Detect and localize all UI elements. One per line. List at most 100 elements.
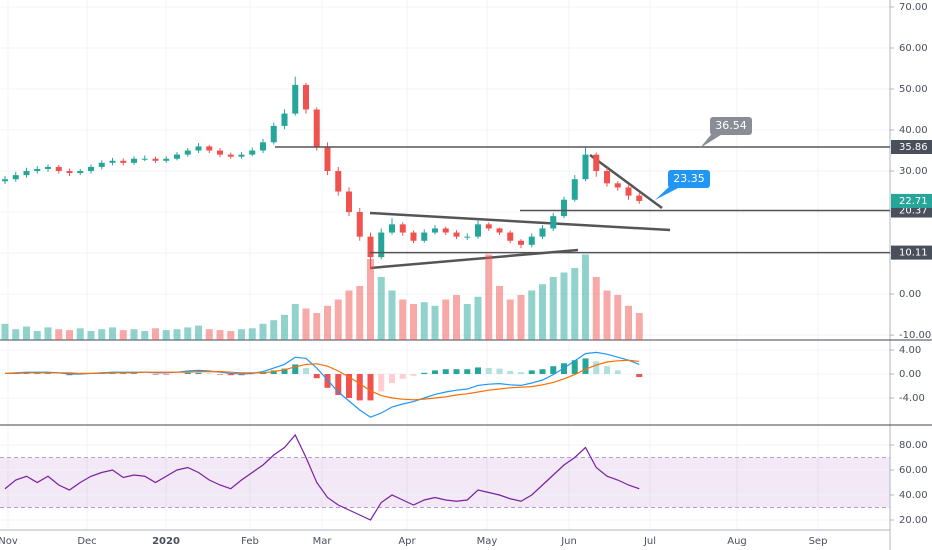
x-tick-label: May — [477, 536, 498, 547]
histogram-bar — [227, 374, 234, 376]
histogram-bar — [410, 374, 417, 376]
histogram-bar — [281, 368, 288, 375]
candle-body — [475, 224, 481, 237]
last-price-label: 22.71 — [899, 196, 928, 207]
histogram-bar — [356, 374, 363, 401]
candle-body — [206, 146, 213, 151]
histogram-bar — [442, 369, 449, 375]
y-tick-label: 40.00 — [899, 125, 928, 136]
y-tick-label: -10.00 — [899, 330, 931, 341]
histogram-bar — [432, 370, 438, 375]
volume-bar — [356, 286, 364, 340]
candle-body — [131, 158, 137, 163]
candle-body — [604, 171, 610, 184]
last-price-box — [891, 193, 932, 208]
histogram-bar — [614, 370, 621, 375]
trend-line — [369, 211, 671, 232]
candle-body — [464, 236, 471, 238]
candle-body — [184, 150, 191, 155]
histogram-bar — [571, 360, 578, 375]
histogram-bar — [152, 374, 159, 375]
y-tick-label: 70.00 — [899, 2, 928, 13]
histogram-bar — [378, 374, 385, 392]
volume-bar — [130, 329, 138, 340]
candle-body — [227, 154, 234, 157]
histogram-bar — [593, 361, 600, 375]
histogram-bar — [217, 374, 223, 375]
histogram-bar — [346, 374, 352, 399]
candle-body — [614, 183, 621, 188]
candle-body — [625, 187, 632, 196]
volume-bar — [238, 329, 245, 340]
volume-bar — [442, 299, 450, 340]
histogram-bar — [550, 366, 557, 375]
volume-bar — [549, 277, 557, 340]
callout-label: 36.54 — [715, 119, 747, 132]
volume-bar — [420, 302, 428, 340]
histogram-bar — [528, 370, 535, 375]
candle-body — [324, 146, 331, 172]
histogram-bar — [367, 374, 374, 401]
volume-bar — [517, 295, 525, 340]
candle-body — [152, 158, 159, 161]
callout-box — [668, 170, 710, 188]
volume-bar — [560, 272, 568, 340]
candle-body — [120, 160, 127, 163]
candle-body — [2, 179, 8, 182]
volume-bar — [119, 330, 127, 340]
candle-body — [313, 109, 320, 147]
histogram-bar — [34, 373, 41, 375]
candle-body — [356, 212, 363, 237]
candle-body — [550, 216, 557, 229]
volume-bar — [463, 304, 471, 340]
y-tick-label: 80.00 — [899, 440, 928, 451]
candle-body — [485, 224, 492, 229]
histogram-bar — [131, 373, 137, 375]
candle-body — [346, 191, 352, 213]
y-tick-label: 60.00 — [899, 43, 928, 54]
candle-body — [109, 160, 116, 163]
y-tick-label: 4.00 — [899, 345, 921, 356]
candle-body — [88, 166, 94, 172]
volume-bar — [291, 304, 299, 340]
histogram-bar — [399, 374, 406, 379]
histogram-bar — [464, 369, 471, 375]
candle-body — [593, 154, 600, 172]
volume-bar — [76, 328, 84, 340]
candle-body — [518, 240, 524, 245]
y-tick-label: 0.00 — [899, 369, 921, 380]
candle-body — [141, 158, 148, 160]
level-label: 10.11 — [899, 248, 928, 259]
volume-bar — [227, 331, 235, 340]
histogram-bar — [539, 369, 546, 375]
histogram-bar — [184, 372, 191, 375]
level-label: 20.37 — [899, 206, 928, 217]
histogram-bar — [109, 373, 116, 375]
volume-bar — [324, 305, 331, 340]
candle-body — [378, 232, 385, 258]
x-tick-label: Nov — [0, 536, 18, 547]
volume-bar — [281, 314, 288, 340]
volume-bar — [259, 323, 267, 340]
y-tick-label: 0.00 — [899, 289, 921, 300]
volume-bar — [474, 296, 482, 340]
histogram-bar — [163, 374, 170, 375]
candle-body — [260, 142, 266, 151]
trend-line — [589, 153, 663, 210]
volume-bar — [345, 290, 353, 340]
histogram-bar — [475, 367, 481, 375]
histogram-bar — [518, 372, 524, 375]
candle-body — [238, 154, 245, 157]
y-tick-label: 50.00 — [899, 84, 928, 95]
volume-bar — [496, 286, 503, 340]
volume-bar — [152, 328, 159, 340]
candle-body — [55, 166, 62, 172]
volume-bar — [528, 290, 536, 340]
volume-bar — [367, 259, 374, 340]
x-tick-label: Aug — [727, 536, 747, 547]
volume-bar — [614, 295, 622, 340]
volume-bar — [539, 284, 546, 340]
volume-bar — [216, 330, 224, 340]
y-tick-label: 30.00 — [899, 166, 928, 177]
